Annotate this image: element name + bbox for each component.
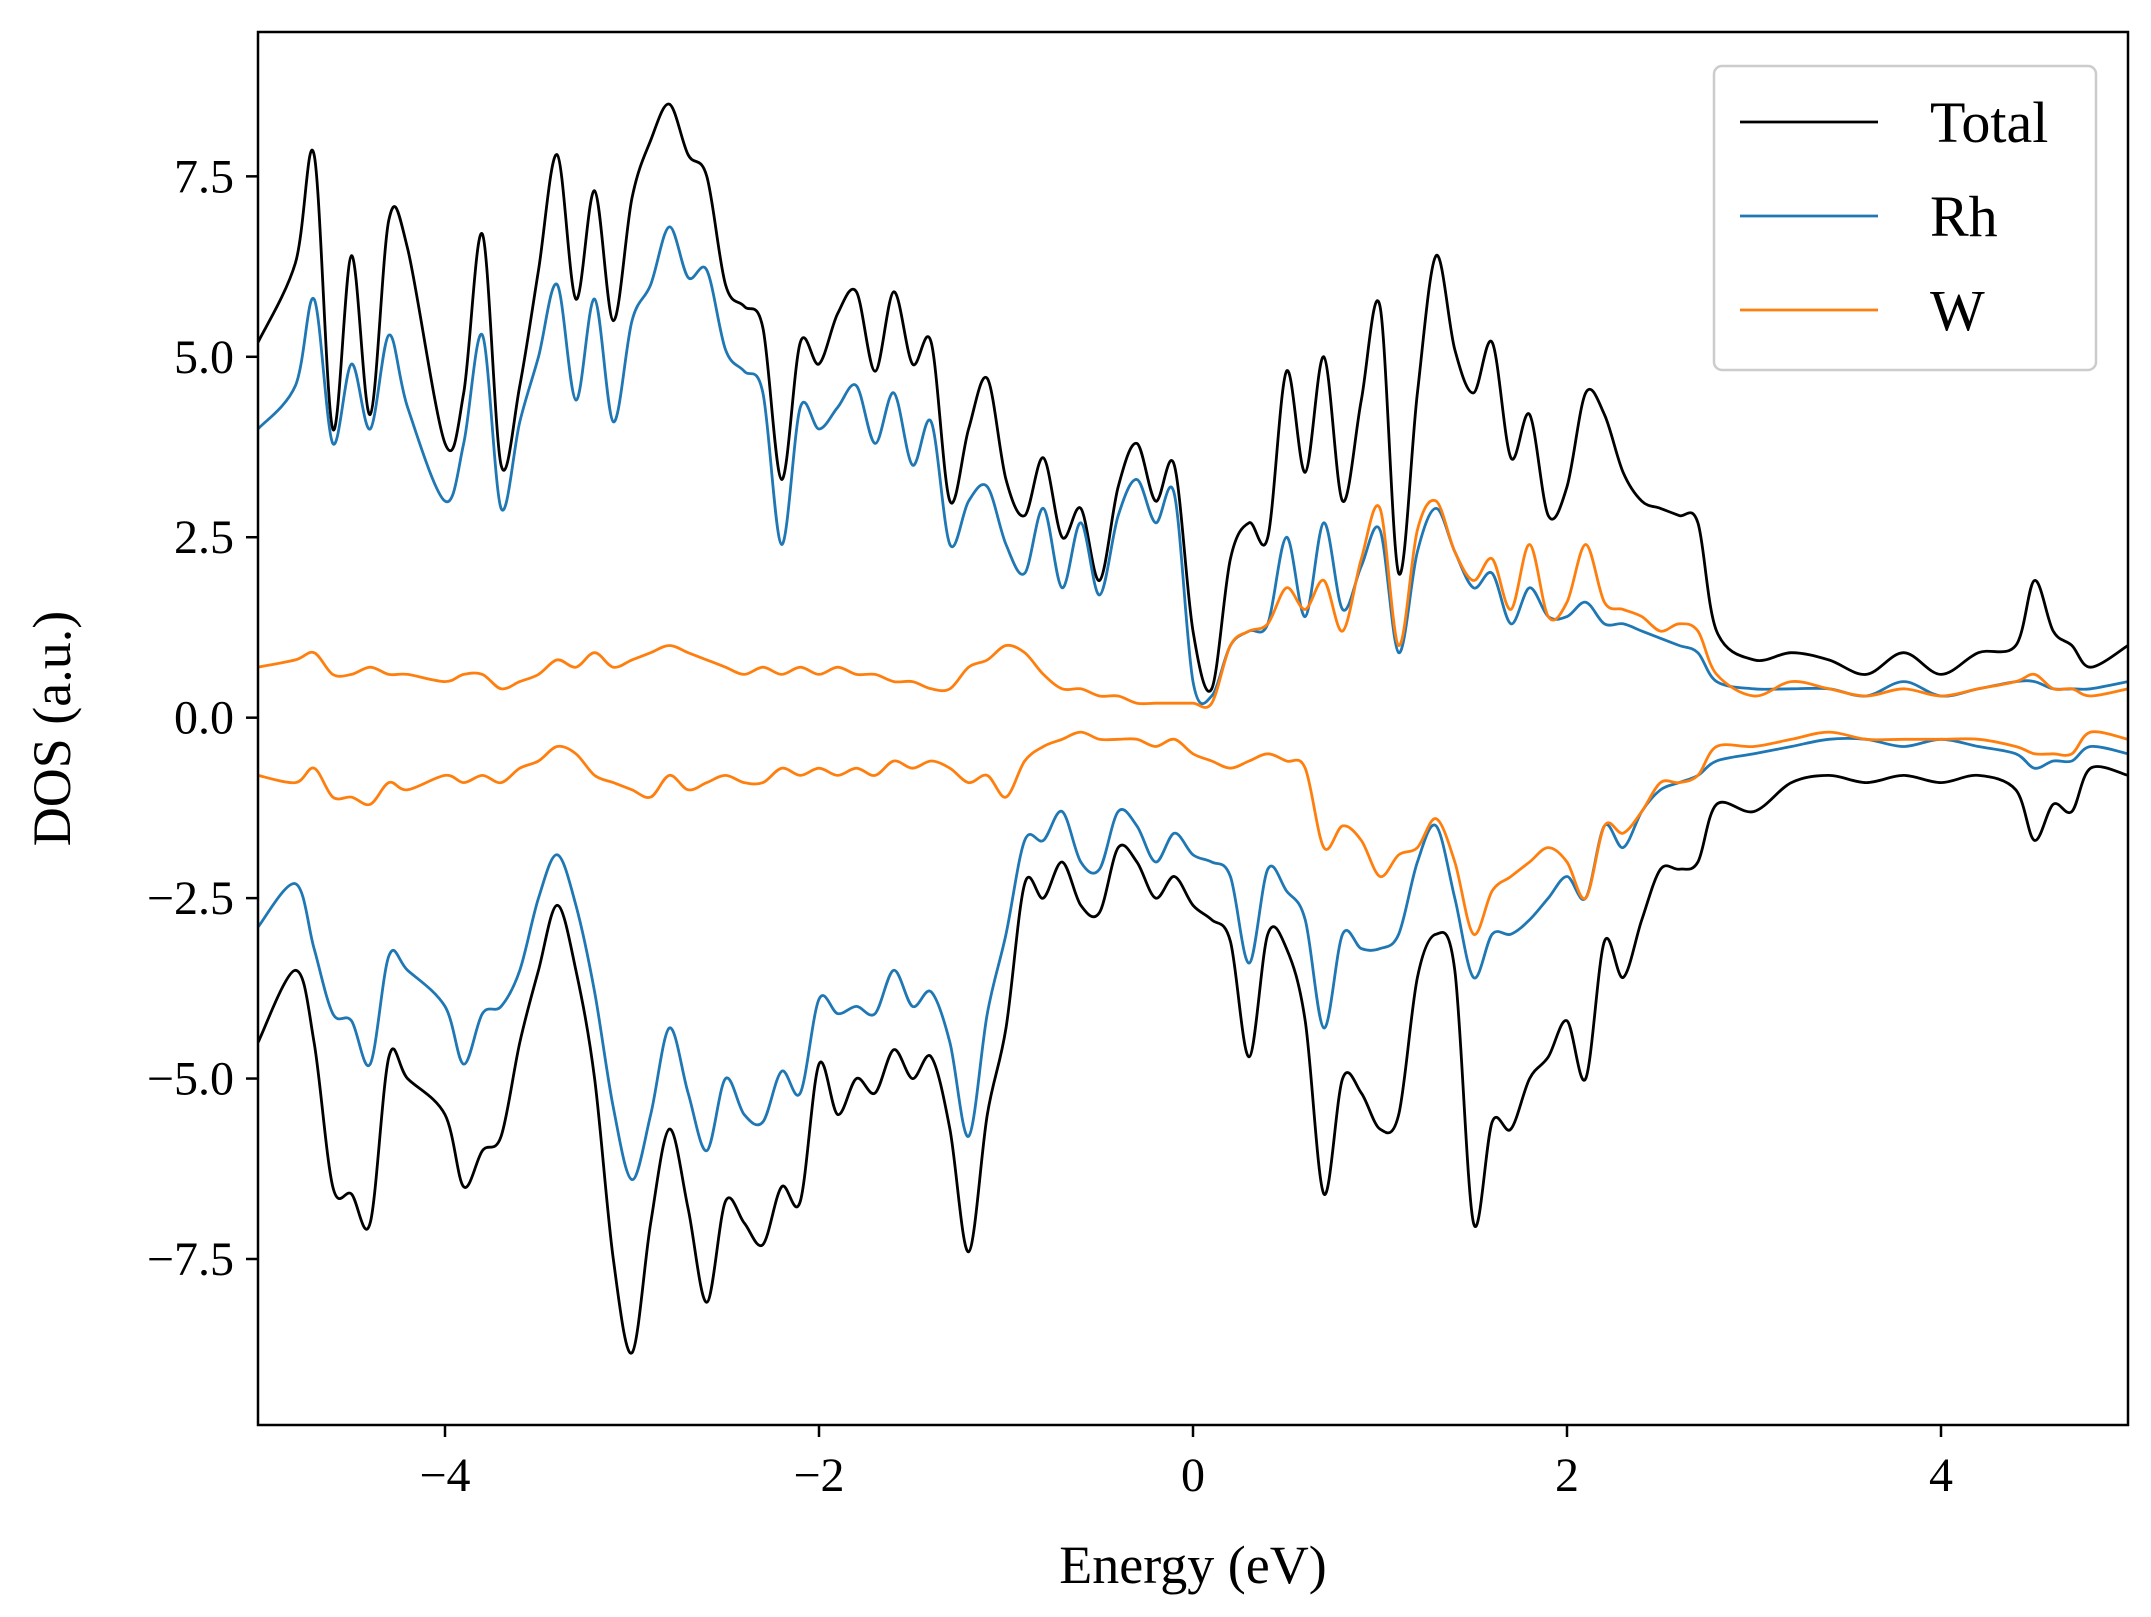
x-tick-label: −4: [419, 1449, 470, 1502]
y-tick-label: −5.0: [147, 1053, 234, 1106]
legend-box: [1712, 64, 2098, 372]
series-line-w-spin-up: [258, 498, 2128, 709]
x-axis-label: Energy (eV): [1059, 1535, 1326, 1595]
series-line-rh-spin-up: [258, 225, 2128, 706]
x-tick-label: 0: [1181, 1449, 1205, 1502]
y-tick-label: 7.5: [174, 150, 234, 203]
y-axis: −7.5 −5.0 −2.5 0.0 2.5 5.0 7.5: [147, 150, 258, 1286]
y-tick-label: 5.0: [174, 331, 234, 384]
legend-label-rh: Rh: [1930, 184, 1998, 249]
legend: Total Rh W: [1712, 64, 2098, 372]
x-axis: −4 −2 0 2 4: [419, 1425, 1953, 1502]
y-tick-label: 2.5: [174, 511, 234, 564]
series-layer: [258, 102, 2128, 1355]
legend-label-w: W: [1930, 278, 1985, 343]
x-tick-label: 2: [1555, 1449, 1579, 1502]
series-line-w-spin-down: [258, 730, 2128, 936]
y-tick-label: −7.5: [147, 1233, 234, 1286]
legend-label-total: Total: [1930, 90, 2048, 155]
series-line-rh-spin-down: [258, 737, 2128, 1182]
series-line-total-spin-up: [258, 102, 2128, 693]
x-tick-label: −2: [793, 1449, 844, 1502]
y-tick-label: 0.0: [174, 692, 234, 745]
series-line-total-spin-down: [258, 765, 2128, 1355]
y-axis-label: DOS (a.u.): [22, 611, 82, 846]
x-tick-label: 4: [1929, 1449, 1953, 1502]
y-tick-label: −2.5: [147, 872, 234, 925]
